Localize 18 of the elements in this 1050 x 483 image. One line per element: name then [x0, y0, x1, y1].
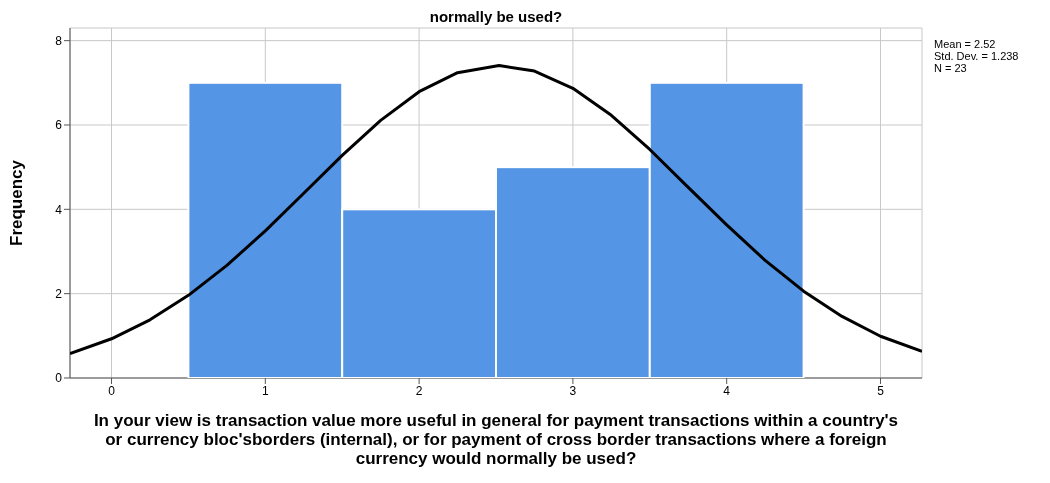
y-axis-title: Frequency — [7, 159, 27, 246]
y-tick-label: 2 — [55, 286, 63, 301]
chart-title: normally be used? — [428, 8, 564, 25]
x-tick-label: 2 — [415, 383, 423, 398]
y-tick-label: 8 — [55, 33, 63, 48]
y-tick-label: 0 — [55, 371, 63, 386]
x-tick-label: 5 — [877, 383, 885, 398]
x-tick-label: 0 — [108, 383, 116, 398]
x-tick-label: 3 — [569, 383, 577, 398]
y-tick-label: 4 — [55, 202, 63, 217]
text: Mean = 2.52 — [934, 38, 997, 50]
line-series — [70, 64, 922, 356]
text: N = 23 — [934, 62, 968, 74]
x-axis-title: In your view is transaction value more useful in general for payment transactions within a country's or currency bloc'sborders (internal), or for payment of cross border transactions where a foreign currency would normally be used? — [92, 411, 900, 468]
x-tick-label: 1 — [261, 383, 269, 398]
text: Std. Dev. = 1.238 — [934, 50, 1019, 62]
y-tick-label: 6 — [55, 118, 63, 133]
x-tick-label: 4 — [723, 383, 731, 398]
